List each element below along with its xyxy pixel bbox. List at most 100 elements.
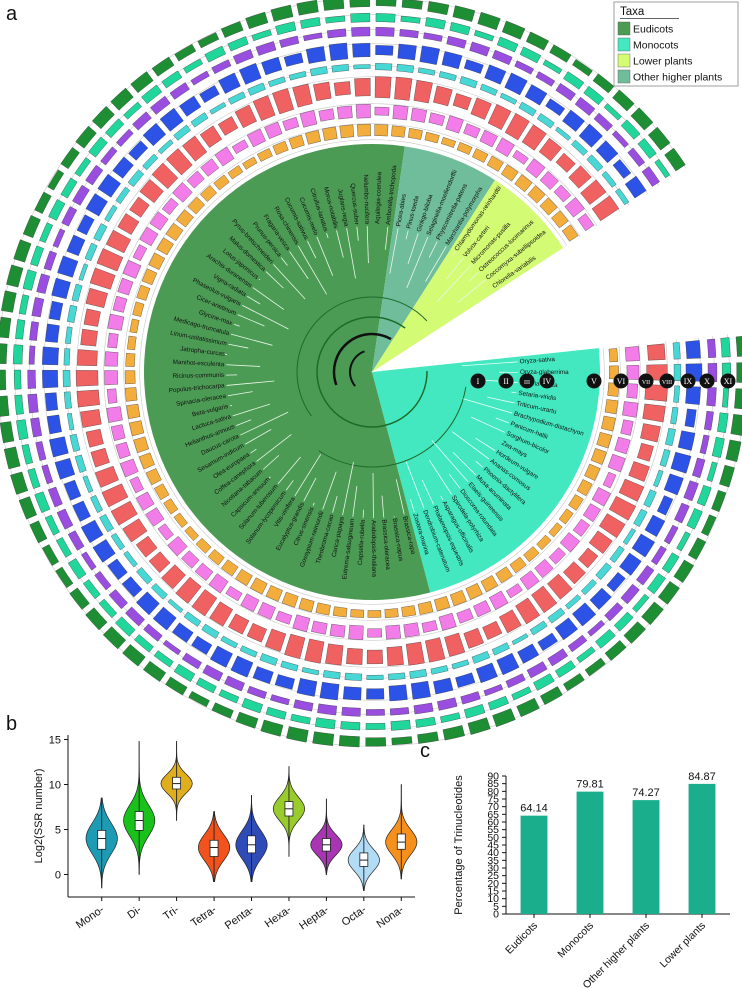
- ring-mark: [48, 300, 64, 321]
- ring-mark: [242, 156, 258, 170]
- ring-mark: [296, 677, 318, 697]
- ring-mark: [554, 660, 576, 678]
- ring-mark: [85, 193, 108, 217]
- ring-marker-label-10: XI: [724, 377, 733, 386]
- ring-mark: [611, 130, 629, 148]
- ring-mark: [292, 83, 313, 108]
- ring-mark: [603, 103, 622, 121]
- leaf-branch: [395, 479, 405, 515]
- ring-mark: [504, 72, 528, 96]
- ring-mark: [595, 140, 619, 164]
- ring-mark: [437, 697, 458, 711]
- ring-mark: [60, 147, 80, 170]
- ring-mark: [0, 316, 12, 339]
- ring-mark: [326, 28, 347, 39]
- ring-mark: [665, 428, 676, 447]
- ring-mark: [123, 550, 138, 568]
- ring-mark: [62, 370, 71, 388]
- ring-mark: [93, 223, 108, 242]
- ring-mark: [574, 96, 596, 116]
- ring-mark: [157, 139, 174, 155]
- leaf-branch: [277, 456, 301, 485]
- ring-mark: [315, 717, 336, 730]
- ring-mark: [63, 391, 72, 409]
- ring-mark: [670, 406, 679, 425]
- ring-mark: [209, 102, 227, 115]
- ring-mark: [247, 82, 266, 96]
- ring-mark: [650, 545, 667, 566]
- leaf-branch: [316, 236, 334, 276]
- ring-mark: [124, 387, 138, 402]
- ring-mark: [190, 70, 210, 86]
- ring-mark: [572, 59, 593, 77]
- ring-mark: [506, 583, 523, 599]
- ring-mark: [501, 20, 526, 40]
- ring-mark: [207, 549, 225, 566]
- legend-label-2: Lower plants: [633, 56, 693, 68]
- leaf-branch: [475, 437, 496, 451]
- ring-mark: [511, 686, 532, 701]
- ring-mark: [661, 552, 680, 574]
- ring-mark: [181, 550, 200, 569]
- ring-mark: [29, 520, 48, 544]
- leaf-branch: [366, 226, 369, 264]
- ring-mark: [472, 148, 489, 163]
- ring-mark: [521, 124, 547, 151]
- ring-mark: [322, 126, 338, 141]
- ring-marker-10: [720, 373, 736, 389]
- ring-mark: [166, 148, 193, 176]
- ring-mark: [685, 340, 701, 359]
- ring-mark: [547, 648, 569, 667]
- ring-mark: [701, 514, 717, 537]
- ring-mark: [213, 174, 230, 191]
- ring-mark: [492, 708, 516, 728]
- leaf-branch: [262, 455, 280, 470]
- tree-arc-2: [316, 316, 428, 428]
- ring-mark: [246, 622, 267, 643]
- ring-mark: [102, 626, 127, 650]
- ring-mark: [526, 661, 548, 679]
- ring-mark: [141, 268, 158, 286]
- ring-marker-7: [659, 373, 675, 389]
- ring-mark: [473, 600, 492, 618]
- ring-mark: [191, 635, 213, 655]
- ring-mark: [12, 344, 24, 365]
- ring-mark: [717, 412, 729, 433]
- violin-xtick-label: Mono-: [74, 903, 107, 931]
- leaf-branch: [268, 476, 271, 479]
- ring-mark: [633, 508, 648, 527]
- ring-mark: [82, 579, 101, 600]
- ring-mark: [265, 585, 283, 602]
- ring-mark: [465, 583, 483, 600]
- bar-ytick-label: 70: [487, 801, 499, 813]
- ring-mark: [584, 463, 601, 481]
- ring-mark: [354, 78, 371, 97]
- ring-mark: [132, 111, 152, 131]
- ring-mark: [234, 104, 257, 129]
- ring-mark: [55, 566, 74, 589]
- leaf-branch: [228, 343, 249, 349]
- ring-mark: [0, 343, 8, 364]
- ring-mark: [288, 134, 305, 150]
- bar-ytick-label: 15: [487, 886, 499, 898]
- ring-mark: [339, 124, 355, 139]
- ring-mark: [235, 711, 259, 729]
- bar-ytick-label: 90: [487, 771, 499, 783]
- legend-title: Taxa: [620, 6, 645, 18]
- ring-mark: [672, 342, 681, 360]
- ring-mark: [504, 113, 530, 141]
- ring-mark: [356, 123, 371, 137]
- ring-marker-5: [613, 373, 629, 389]
- ring-mark: [632, 593, 650, 613]
- bar-value-label-1: 79.81: [576, 779, 604, 791]
- bar-ytick-label: 55: [487, 824, 499, 836]
- ring-mark: [547, 607, 566, 624]
- ring-mark: [699, 434, 710, 455]
- ring-mark: [105, 229, 132, 254]
- ring-mark: [133, 436, 150, 454]
- bar-ytick-label: 75: [487, 794, 499, 806]
- ring-mark: [139, 226, 159, 247]
- ring-mark: [0, 421, 15, 444]
- ring-mark: [76, 214, 95, 236]
- ring-mark: [576, 646, 596, 663]
